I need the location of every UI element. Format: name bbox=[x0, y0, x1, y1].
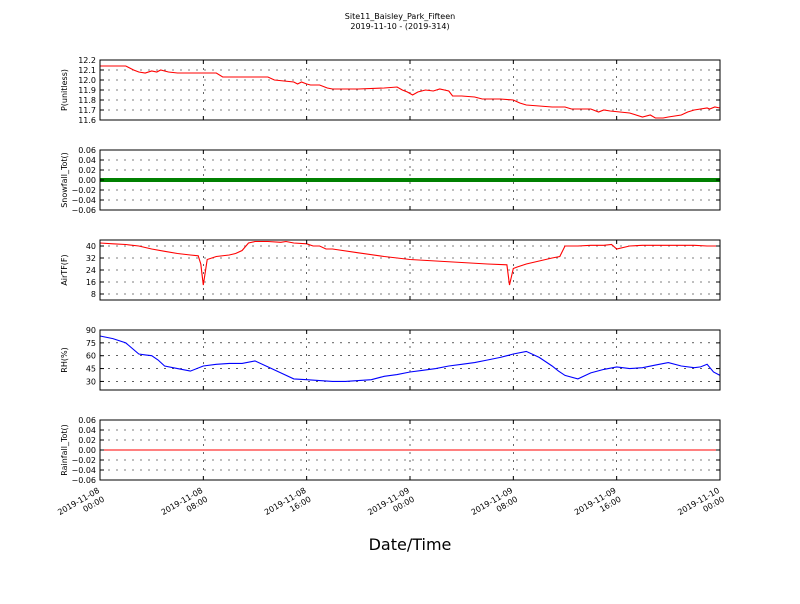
series-line-4 bbox=[99, 335, 721, 382]
x-tick-label: 2019-11-0800:00 bbox=[56, 486, 106, 526]
y-tick-label: 24 bbox=[86, 266, 96, 275]
y-axis-label: P(unitless) bbox=[60, 69, 69, 111]
y-tick-label: −0.02 bbox=[71, 186, 96, 195]
y-tick-label: 11.8 bbox=[78, 96, 96, 105]
y-tick-label: 11.9 bbox=[78, 86, 96, 95]
x-tick-label: 2019-11-0908:00 bbox=[470, 486, 520, 526]
y-tick-label: 0.04 bbox=[78, 156, 96, 165]
y-tick-label: −0.02 bbox=[71, 456, 96, 465]
y-axis-label: AirTF(F) bbox=[60, 254, 69, 285]
y-tick-label: 60 bbox=[86, 352, 96, 361]
y-tick-label: 32 bbox=[86, 254, 96, 263]
series-line-3 bbox=[99, 240, 720, 286]
x-tick-label: 2019-11-0900:00 bbox=[366, 486, 416, 526]
y-tick-label: 12.1 bbox=[78, 66, 96, 75]
y-tick-label: 0.06 bbox=[78, 416, 96, 425]
panel-1: 11.611.711.811.912.012.112.2 P(unitless) bbox=[60, 56, 721, 125]
y-axis-label: Snowfall_Tot() bbox=[60, 152, 69, 208]
x-tick-label: 2019-11-0916:00 bbox=[573, 486, 623, 526]
y-tick-label: 45 bbox=[86, 365, 96, 374]
y-tick-label: 90 bbox=[86, 326, 96, 335]
y-tick-label: 8 bbox=[91, 290, 96, 299]
y-tick-label: 0.04 bbox=[78, 426, 96, 435]
panel-3: 8 16 24 32 40 AirTF(F) bbox=[60, 239, 721, 301]
y-tick-label: 0.02 bbox=[78, 166, 96, 175]
y-tick-label: 16 bbox=[86, 278, 96, 287]
panel-5: −0.06−0.04−0.020.000.020.040.06 Rainfall_… bbox=[60, 416, 721, 485]
x-tick-label: 2019-11-0808:00 bbox=[160, 486, 210, 526]
y-tick-label: 30 bbox=[86, 377, 96, 386]
panel-4: 30 45 60 75 90 RH(%) bbox=[60, 326, 721, 391]
y-tick-label: 12.2 bbox=[78, 56, 96, 65]
panel-2: −0.06−0.04−0.020.000.020.040.06 Snowfall_… bbox=[60, 146, 721, 215]
y-tick-label: 11.7 bbox=[78, 106, 96, 115]
y-tick-label: 0.00 bbox=[78, 446, 96, 455]
y-tick-label: 11.6 bbox=[78, 116, 96, 125]
x-tick-labels: 2019-11-0800:00 2019-11-0808:00 2019-11-08… bbox=[56, 486, 726, 526]
y-tick-label: 40 bbox=[86, 242, 96, 251]
x-tick-label: 2019-11-1000:00 bbox=[676, 486, 726, 526]
y-tick-label: 0.06 bbox=[78, 146, 96, 155]
y-tick-label: 12.0 bbox=[78, 76, 96, 85]
y-tick-label: 75 bbox=[86, 339, 96, 348]
series-line-1 bbox=[100, 65, 721, 119]
figure-subtitle: 2019-11-10 - (2019-314) bbox=[350, 22, 449, 31]
y-tick-label: −0.04 bbox=[71, 196, 96, 205]
x-tick-label: 2019-11-0816:00 bbox=[263, 486, 313, 526]
y-tick-label: −0.06 bbox=[71, 206, 96, 215]
y-tick-label: 0.02 bbox=[78, 436, 96, 445]
figure-title: Site11_Baisley_Park_Fifteen bbox=[345, 12, 455, 21]
y-tick-label: 0.00 bbox=[78, 176, 96, 185]
panels: 11.611.711.811.912.012.112.2 P(unitless) −… bbox=[60, 56, 721, 485]
y-tick-label: −0.06 bbox=[71, 476, 96, 485]
y-axis-label: Rainfall_Tot() bbox=[60, 424, 69, 476]
x-axis-label: Date/Time bbox=[369, 535, 452, 554]
y-tick-label: −0.04 bbox=[71, 466, 96, 475]
y-axis-label: RH(%) bbox=[60, 347, 69, 372]
